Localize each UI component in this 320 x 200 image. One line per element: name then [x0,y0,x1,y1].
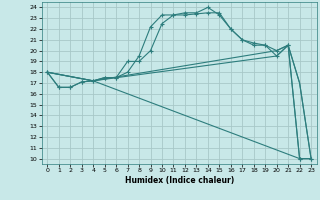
X-axis label: Humidex (Indice chaleur): Humidex (Indice chaleur) [124,176,234,185]
